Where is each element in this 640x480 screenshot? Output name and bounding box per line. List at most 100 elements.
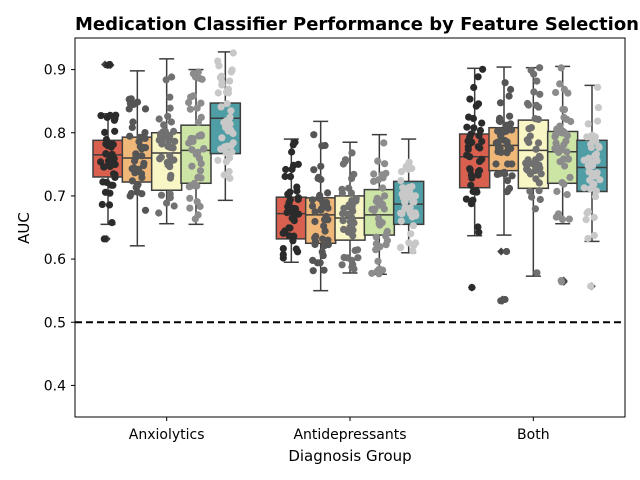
data-point	[556, 80, 564, 88]
data-point	[558, 278, 566, 286]
data-point	[475, 228, 483, 236]
data-point	[285, 208, 293, 216]
data-point	[352, 197, 360, 205]
data-point	[523, 136, 531, 144]
data-point	[317, 196, 325, 204]
data-point	[466, 165, 474, 173]
data-point	[286, 188, 294, 196]
data-point	[348, 149, 356, 157]
data-point	[474, 223, 482, 231]
data-point	[214, 89, 222, 97]
data-point	[294, 195, 302, 203]
data-point	[171, 137, 179, 145]
outlier-marker	[497, 247, 506, 256]
data-point	[536, 90, 544, 98]
data-point	[220, 171, 228, 179]
data-point	[191, 215, 199, 223]
data-point	[552, 88, 560, 97]
data-point	[104, 61, 112, 69]
data-point	[226, 77, 234, 85]
box-anxiolytics-5	[209, 49, 242, 202]
data-point	[157, 153, 165, 161]
data-point	[506, 112, 514, 120]
data-point	[292, 245, 300, 253]
data-point	[187, 134, 195, 143]
data-point	[349, 261, 357, 269]
data-point	[170, 202, 178, 210]
data-point	[591, 133, 599, 141]
data-point	[553, 187, 561, 195]
data-point	[381, 192, 389, 200]
box-both-1	[458, 65, 491, 292]
data-point	[410, 198, 418, 206]
data-point	[503, 138, 511, 146]
data-point	[320, 242, 328, 250]
data-point	[138, 174, 146, 182]
data-point	[401, 204, 409, 212]
box-anxiolytics-2	[121, 70, 154, 247]
data-point	[138, 152, 146, 160]
data-point	[497, 297, 505, 305]
data-point	[584, 120, 592, 128]
data-point	[565, 215, 574, 223]
data-point	[348, 204, 356, 212]
data-point	[165, 134, 173, 143]
data-point	[508, 172, 516, 180]
data-point	[583, 209, 591, 217]
data-point	[412, 239, 420, 247]
data-point	[472, 186, 480, 194]
data-point	[526, 187, 534, 195]
data-point	[197, 99, 205, 107]
data-point	[552, 213, 561, 221]
data-point	[321, 227, 329, 235]
data-point	[556, 158, 564, 166]
data-point	[186, 105, 194, 113]
data-point	[223, 142, 231, 150]
data-point	[478, 119, 486, 127]
box-antidepressants-2	[304, 120, 337, 292]
data-point	[185, 183, 193, 191]
data-point	[197, 131, 205, 139]
data-point	[580, 184, 588, 192]
data-point	[350, 219, 358, 227]
data-point	[101, 188, 110, 196]
data-point	[497, 132, 505, 140]
data-point	[170, 127, 178, 135]
data-point	[188, 162, 196, 170]
data-point	[409, 247, 417, 255]
data-point	[375, 243, 383, 251]
data-point	[503, 188, 511, 196]
data-point	[466, 95, 474, 103]
data-point	[141, 129, 149, 137]
data-point	[155, 209, 163, 217]
x-tick-label: Antidepressants	[293, 427, 406, 443]
data-point	[282, 165, 290, 174]
data-point	[566, 173, 574, 181]
data-point	[166, 104, 174, 112]
box-both-5	[576, 83, 608, 291]
data-point	[564, 155, 573, 163]
data-point	[293, 183, 301, 191]
y-tick-label: 0.7	[44, 189, 66, 205]
data-point	[323, 198, 331, 207]
data-point	[167, 171, 175, 179]
box-anxiolytics-3	[150, 58, 183, 225]
data-point	[166, 190, 174, 198]
x-tick-label: Both	[517, 427, 550, 443]
data-point	[226, 174, 234, 182]
data-point	[379, 184, 387, 192]
data-point	[463, 123, 471, 131]
y-tick-label: 0.9	[44, 63, 66, 79]
data-point	[215, 62, 223, 70]
data-point	[344, 210, 352, 218]
data-point	[217, 145, 225, 153]
data-point	[101, 128, 109, 136]
data-point	[317, 206, 325, 214]
data-point	[340, 253, 348, 262]
data-point	[536, 164, 544, 172]
data-point	[405, 190, 413, 198]
data-point	[503, 121, 511, 129]
data-point	[159, 128, 167, 136]
data-point	[128, 123, 136, 132]
data-point	[496, 117, 504, 126]
